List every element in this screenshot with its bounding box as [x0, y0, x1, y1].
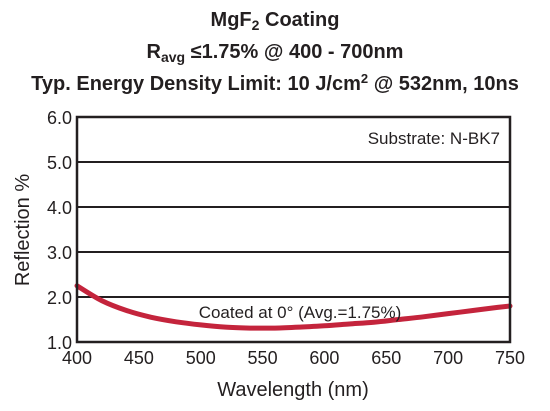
- x-tick-label-6: 700: [433, 348, 463, 368]
- chart-title-line-2: Ravg ≤1.75% @ 400 - 700nm: [147, 41, 404, 65]
- grid-layer: [77, 161, 510, 298]
- tick-layer: 400 450 500 550 600 650 700 750 1.0 2.0 3.0 4.0 5.0 6…: [47, 108, 525, 368]
- chart-title-line-3: Typ. Energy Density Limit: 10 J/cm2 @ 53…: [31, 71, 519, 95]
- y-tick-label-4: 5.0: [47, 153, 72, 173]
- series-line-0: [74, 283, 513, 331]
- curve-layer: [74, 283, 513, 331]
- x-tick-label-0: 400: [62, 348, 92, 368]
- frame-layer: [75, 115, 512, 344]
- x-tick-label-4: 600: [309, 348, 339, 368]
- y-tick-label-5: 6.0: [47, 108, 72, 128]
- y-tick-label-0: 1.0: [47, 333, 72, 353]
- x-tick-label-5: 650: [371, 348, 401, 368]
- x-axis-label: Wavelength (nm): [217, 379, 369, 401]
- x-tick-label-2: 500: [186, 348, 216, 368]
- y-tick-label-1: 2.0: [47, 288, 72, 308]
- y-tick-label-2: 3.0: [47, 243, 72, 263]
- chart-title-line-1: MgF2 Coating: [211, 9, 340, 33]
- x-tick-label-1: 450: [124, 348, 154, 368]
- y-tick-label-3: 4.0: [47, 198, 72, 218]
- x-tick-label-3: 550: [248, 348, 278, 368]
- curve-label: Coated at 0° (Avg.=1.75%): [199, 303, 402, 322]
- y-axis-label: Reflection %: [12, 174, 34, 286]
- x-tick-label-7: 750: [495, 348, 525, 368]
- plot-frame: [75, 115, 512, 344]
- substrate-label: Substrate: N-BK7: [368, 129, 500, 148]
